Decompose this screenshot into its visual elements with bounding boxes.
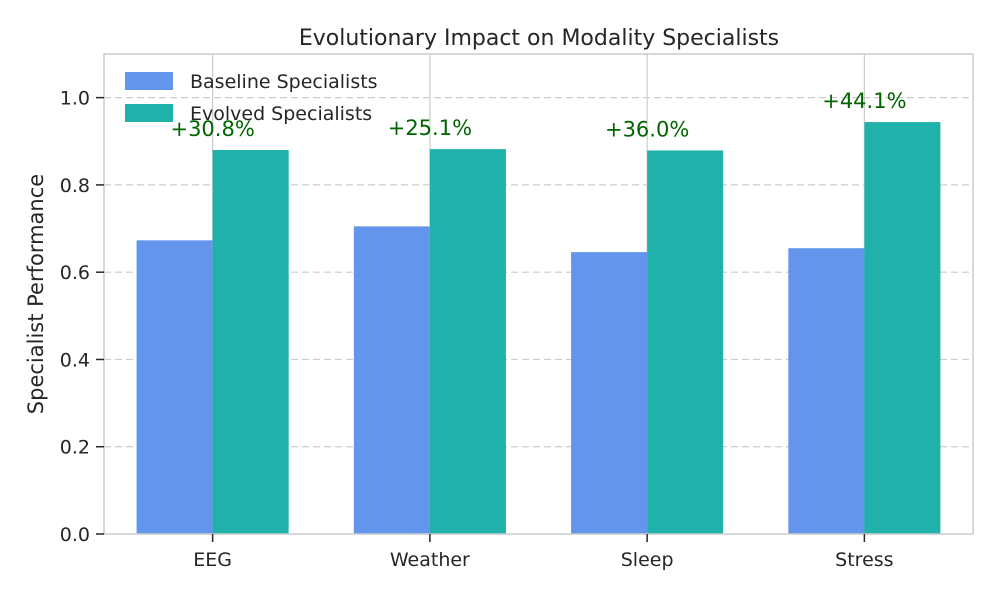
improvement-annotations: +30.8% +25.1% +36.0% +44.1% bbox=[170, 89, 906, 141]
y-tick-label: 0.0 bbox=[60, 524, 90, 546]
improvement-label: +25.1% bbox=[388, 116, 472, 140]
x-tick-label: Stress bbox=[835, 549, 893, 571]
x-tick-label: Weather bbox=[390, 549, 470, 571]
baseline-bar-stress bbox=[788, 248, 865, 534]
y-tick-label: 0.8 bbox=[60, 175, 90, 197]
legend-swatch bbox=[125, 72, 173, 90]
plot-frame bbox=[103, 53, 974, 535]
legend-label: Baseline Specialists bbox=[190, 71, 378, 93]
bars bbox=[136, 122, 941, 535]
improvement-label: +30.8% bbox=[170, 117, 254, 141]
evolved-bar-sleep bbox=[647, 150, 724, 534]
x-tick-label: EEG bbox=[193, 549, 232, 571]
y-tick-label: 0.6 bbox=[60, 262, 90, 284]
y-axis-label: Specialist Performance bbox=[24, 174, 48, 414]
baseline-bar-eeg bbox=[136, 240, 213, 534]
x-tick-label: Sleep bbox=[621, 549, 674, 571]
y-tick-label: 1.0 bbox=[60, 88, 90, 110]
improvement-label: +36.0% bbox=[605, 117, 689, 141]
y-tick-label: 0.2 bbox=[60, 437, 90, 459]
baseline-bar-weather bbox=[353, 226, 430, 534]
chart-title: Evolutionary Impact on Modality Speciali… bbox=[299, 26, 779, 51]
baseline-bar-sleep bbox=[571, 252, 648, 535]
evolved-bar-stress bbox=[864, 122, 941, 534]
y-tick-label: 0.4 bbox=[60, 349, 90, 371]
legend-label: Evolved Specialists bbox=[190, 103, 372, 125]
legend: Baseline Specialists Evolved Specialists bbox=[125, 71, 378, 125]
evolved-bar-eeg bbox=[212, 150, 289, 534]
improvement-label: +44.1% bbox=[822, 89, 906, 113]
legend-swatch bbox=[125, 104, 173, 122]
evolved-bar-weather bbox=[429, 149, 506, 535]
axes: 0.0 0.2 0.4 0.6 0.8 1.0 EEG Weather Sleep Stress bbox=[60, 53, 974, 571]
